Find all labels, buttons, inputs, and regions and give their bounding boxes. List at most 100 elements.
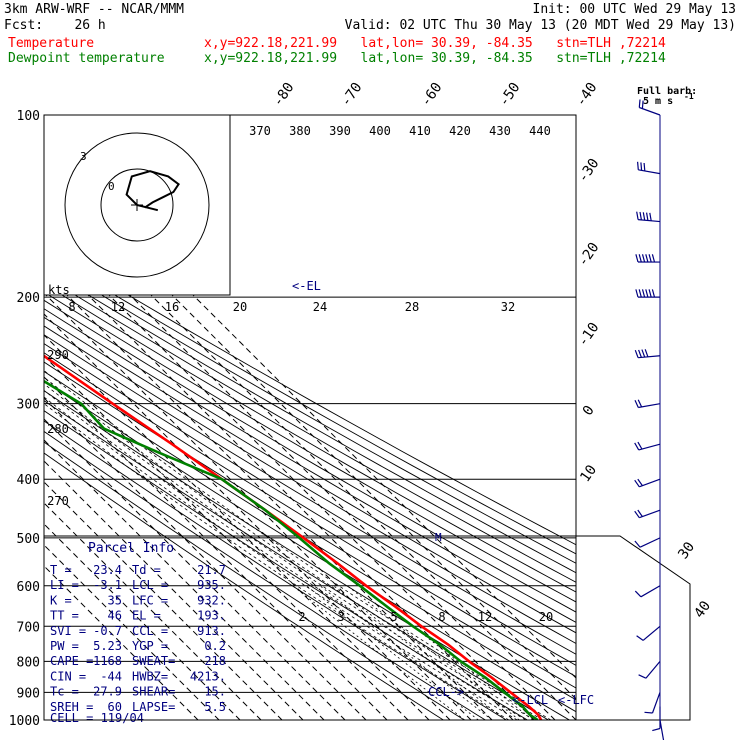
parcel-info-key: SVI =: [50, 624, 86, 638]
parcel-info-value: 4213.: [190, 669, 226, 683]
temperature-tick-label: -20: [575, 240, 603, 270]
temperature-tick-label: 0: [580, 403, 598, 419]
plot-frame: [43, 114, 577, 721]
parcel-info-value: 27.9: [93, 685, 122, 699]
wind-barb-flag: [641, 254, 646, 263]
valid-time: Valid: 02 UTC Thu 30 May 13 (20 MDT Wed …: [344, 18, 736, 33]
isotherm: [44, 544, 220, 720]
legend-dewpoint-info: x,y=922.18,221.99 lat,lon= 30.39, -84.35…: [204, 51, 666, 66]
hodograph-speed-tick: 20: [233, 300, 247, 314]
isotherm: [44, 439, 325, 720]
parcel-info-value: 46: [108, 609, 122, 623]
parcel-info-value: 193.: [197, 609, 226, 623]
parcel-info-value: 932.: [197, 593, 226, 607]
wind-barb-flag: [644, 711, 653, 714]
dry-adiabat: [44, 370, 576, 701]
parcel-info-key: SREH =: [50, 700, 93, 714]
wind-barb-flag: [637, 441, 643, 450]
dry-adiabat: [44, 267, 576, 574]
wind-barb-staff: [639, 106, 661, 116]
parcel-info-key: PW =: [50, 639, 79, 653]
temperature-tick-label: -50: [496, 80, 524, 110]
wind-barb-flag: [648, 289, 652, 298]
parcel-info-value: 5.5: [204, 700, 226, 714]
dry-adiabat: [44, 390, 570, 720]
wind-barb-staff: [645, 660, 661, 679]
parcel-info-value: 935.: [197, 578, 226, 592]
wind-barb-flag: [638, 99, 641, 108]
parcel-info-key: CCL =: [132, 624, 168, 638]
parcel-info-key: T =: [50, 563, 72, 577]
parcel-info-key: CAPE =: [50, 654, 93, 668]
mixing-ratio-label: 8: [438, 610, 445, 624]
isotherm: [44, 292, 472, 720]
dry-adiabat: [44, 283, 576, 593]
wind-barb-flag: [645, 254, 649, 263]
theta-label: 430: [489, 124, 511, 138]
wind-barb-flag: [643, 162, 646, 172]
temperature-tick-label: 30: [675, 539, 698, 562]
parcel-info-value: 35: [108, 593, 122, 607]
wind-barb-flag: [639, 211, 642, 221]
isotherm: [44, 355, 409, 720]
pressure-tick-label: 700: [17, 620, 40, 635]
temperature-tick-label: 40: [691, 598, 714, 621]
legend-dewpoint-label: Dewpoint temperature: [8, 51, 165, 66]
wind-barb-flag: [634, 590, 642, 598]
wind-barb-staff: [638, 355, 661, 359]
isotherm: [44, 145, 576, 679]
isotherm: [44, 250, 514, 720]
dry-adiabat: [44, 441, 465, 720]
isotherm: [44, 397, 367, 720]
isotherm: [44, 418, 346, 720]
dry-adiabat: [44, 410, 528, 720]
parcel-info-key: YGP =: [132, 639, 168, 653]
isotherm: [44, 460, 304, 720]
parcel-info-value: 5.23: [93, 639, 122, 653]
temperature-tick-label: -80: [270, 80, 298, 110]
isotherm: [44, 502, 262, 720]
hodograph-ring: [64, 132, 210, 278]
wind-barb-flag: [638, 674, 647, 679]
pressure-tick-label: 100: [17, 109, 40, 124]
dry-adiabat: [44, 244, 576, 546]
parcel-info-key: LCL =: [132, 578, 168, 592]
mixing-ratio-line: [319, 585, 493, 720]
parcel-info-key: SHEAR=: [132, 685, 175, 699]
dry-adiabat: [44, 291, 576, 603]
mixing-ratio-line: [333, 585, 506, 720]
pressure-tick-label: 300: [17, 398, 40, 413]
parcel-info-value: -3.1: [93, 578, 122, 592]
parcel-info-key: LAPSE=: [132, 700, 175, 714]
parcel-info-value: 0.2: [204, 639, 226, 653]
hodograph-ring: [100, 168, 174, 242]
parcel-info-value: 1168: [93, 654, 122, 668]
pressure-tick-label: 400: [17, 473, 40, 488]
dry-adiabat: [44, 251, 576, 555]
parcel-info-value: 23.4: [93, 563, 122, 577]
hodograph-ring-label: 3: [80, 150, 87, 163]
parcel-info-title: Parcel Info: [88, 541, 174, 556]
dry-adiabat: [44, 316, 576, 634]
mixing-ratio-line: [292, 585, 465, 720]
hodograph-speed-tick: 32: [501, 300, 515, 314]
theta-label: 270: [47, 494, 69, 508]
theta-label: 410: [409, 124, 431, 138]
moist-adiabat: [44, 403, 510, 720]
temperature-trace: [44, 354, 543, 720]
wind-barb-flag: [637, 478, 643, 486]
wind-barb-staff: [638, 443, 661, 451]
wind-barb-staff: [639, 509, 661, 519]
isotherm: [44, 481, 283, 720]
temperature-tick-label: -10: [575, 320, 603, 350]
isotherm: [44, 523, 241, 720]
wind-barb-flag: [641, 289, 646, 298]
isotherm: [44, 376, 388, 720]
wind-barb-flag: [640, 162, 643, 171]
isotherm: [44, 565, 199, 720]
wind-barb-flag: [634, 399, 639, 408]
parcel-info-value: 218: [204, 654, 226, 668]
moist-adiabat: [44, 383, 535, 720]
forecast-hour: Fcst: 26 h: [4, 18, 106, 33]
